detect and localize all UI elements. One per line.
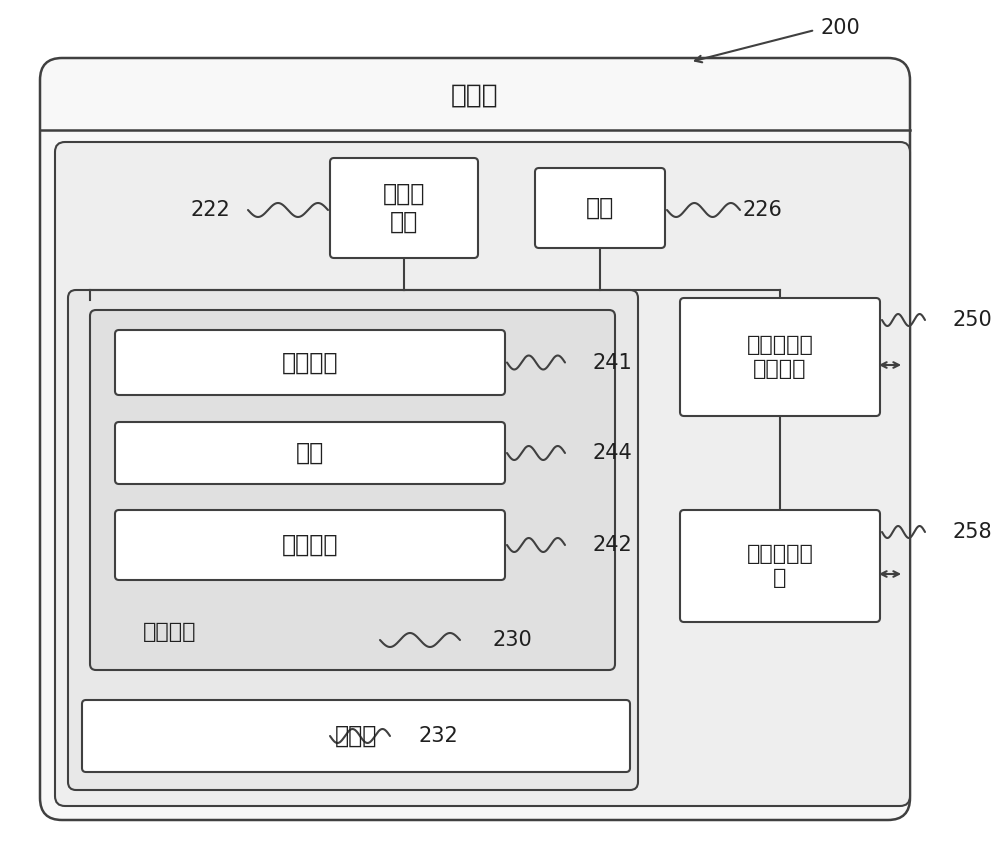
FancyBboxPatch shape	[40, 58, 910, 820]
Text: 有线或无线
网络接口: 有线或无线 网络接口	[747, 336, 813, 378]
Text: 服务器: 服务器	[451, 83, 499, 109]
FancyBboxPatch shape	[330, 158, 478, 258]
Text: 226: 226	[742, 200, 782, 220]
Text: 中央处
理器: 中央处 理器	[383, 182, 425, 234]
FancyBboxPatch shape	[115, 510, 505, 580]
FancyBboxPatch shape	[115, 422, 505, 484]
Text: 222: 222	[190, 200, 230, 220]
Text: 200: 200	[820, 18, 860, 38]
Text: 存储介质: 存储介质	[143, 622, 197, 642]
FancyBboxPatch shape	[680, 298, 880, 416]
FancyBboxPatch shape	[82, 700, 630, 772]
FancyBboxPatch shape	[535, 168, 665, 248]
Text: 258: 258	[952, 522, 992, 542]
Text: 数据: 数据	[296, 441, 324, 465]
FancyBboxPatch shape	[90, 310, 615, 670]
Text: 存储器: 存储器	[335, 724, 377, 748]
Text: 250: 250	[952, 310, 992, 330]
FancyBboxPatch shape	[55, 142, 910, 806]
Text: 241: 241	[592, 352, 632, 373]
Text: 230: 230	[492, 630, 532, 650]
Text: 232: 232	[418, 726, 458, 746]
Text: 244: 244	[592, 443, 632, 463]
Text: 输入输出接
口: 输入输出接 口	[747, 544, 813, 588]
Text: 应用程序: 应用程序	[282, 533, 338, 557]
FancyBboxPatch shape	[680, 510, 880, 622]
Text: 242: 242	[592, 535, 632, 555]
Text: 操作系统: 操作系统	[282, 351, 338, 374]
Text: 电源: 电源	[586, 196, 614, 220]
FancyBboxPatch shape	[68, 290, 638, 790]
FancyBboxPatch shape	[115, 330, 505, 395]
